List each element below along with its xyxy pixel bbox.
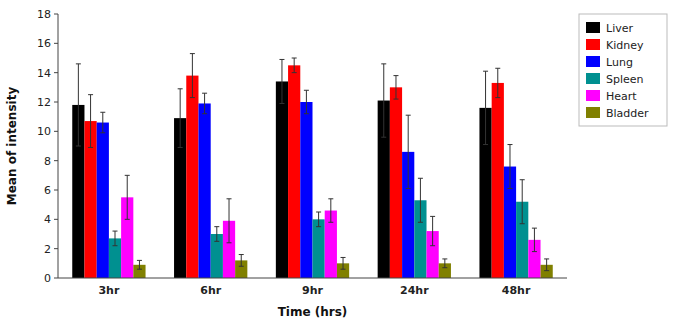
x-axis-label: Time (hrs) — [278, 305, 348, 319]
x-tick-label: 48hr — [502, 284, 531, 297]
legend-swatch — [586, 107, 600, 118]
y-tick — [54, 72, 58, 73]
y-tick-label: 2 — [44, 243, 51, 256]
error-bar — [430, 216, 435, 245]
error-bar — [381, 64, 386, 137]
error-bar — [239, 255, 244, 267]
y-tick-label: 4 — [44, 213, 51, 226]
y-tick-label: 0 — [44, 272, 51, 285]
error-bar — [202, 93, 207, 114]
legend: Liver Kidney Lung Spleen Heart Bladder — [579, 14, 667, 126]
chart-container: 0 2 4 6 8 10 12 14 16 18 3hr 6hr 9hr 24hr 48hr Time (hr… — [0, 0, 673, 324]
error-bar — [227, 199, 232, 243]
x-tick-label: 24hr — [400, 284, 429, 297]
error-bar — [442, 259, 447, 268]
error-bar — [406, 115, 411, 188]
legend-swatch — [586, 22, 600, 33]
error-bar — [341, 257, 346, 269]
error-bars — [76, 54, 549, 271]
error-bar — [507, 145, 512, 189]
y-axis-label: Mean of intensity — [5, 87, 19, 206]
y-tick — [54, 131, 58, 132]
error-bar — [544, 259, 549, 271]
bars — [72, 65, 552, 278]
y-tick-label: 10 — [37, 125, 51, 138]
error-bar — [393, 76, 398, 99]
legend-label: Kidney — [606, 39, 644, 52]
y-tick-label: 8 — [44, 155, 51, 168]
bar — [313, 219, 325, 278]
legend-box — [579, 14, 667, 126]
y-tick-label: 6 — [44, 184, 51, 197]
error-bar — [190, 54, 195, 98]
bar — [97, 123, 109, 278]
y-tick-label: 12 — [37, 96, 51, 109]
y-tick-label: 14 — [37, 67, 51, 80]
legend-swatch — [586, 56, 600, 67]
error-bar — [214, 227, 219, 242]
y-tick — [54, 219, 58, 220]
y-tick — [54, 160, 58, 161]
error-bar — [137, 260, 142, 269]
error-bar — [328, 199, 333, 222]
bar — [198, 103, 210, 278]
error-bar — [520, 180, 525, 224]
legend-swatch — [586, 39, 600, 50]
bar — [492, 83, 504, 278]
error-bar — [495, 68, 500, 97]
y-tick — [54, 190, 58, 191]
error-bar — [532, 228, 537, 251]
bar — [276, 81, 288, 278]
y-tick — [54, 14, 58, 15]
bar — [300, 102, 312, 278]
y-tick-label: 18 — [37, 8, 51, 21]
error-bar — [88, 95, 93, 148]
y-tick — [54, 102, 58, 103]
x-tick-label: 3hr — [98, 284, 119, 297]
error-bar — [483, 71, 488, 144]
legend-label: Bladder — [606, 107, 649, 120]
bar — [186, 76, 198, 278]
error-bar — [178, 89, 183, 148]
y-tick-label: 16 — [37, 37, 51, 50]
legend-label: Lung — [606, 56, 633, 69]
chart-svg: 0 2 4 6 8 10 12 14 16 18 3hr 6hr 9hr 24hr 48hr Time (hr… — [0, 0, 673, 324]
error-bar — [113, 231, 118, 246]
error-bar — [76, 64, 81, 146]
x-tick-label: 9hr — [302, 284, 323, 297]
x-tick-label: 6hr — [200, 284, 221, 297]
legend-swatch — [586, 73, 600, 84]
legend-label: Spleen — [606, 73, 644, 86]
legend-label: Liver — [606, 22, 633, 35]
bar — [390, 87, 402, 278]
error-bar — [279, 59, 284, 103]
error-bar — [418, 178, 423, 222]
x-axis-line — [58, 278, 567, 279]
error-bar — [316, 212, 321, 227]
y-tick — [54, 248, 58, 249]
y-tick — [54, 278, 58, 279]
y-tick — [54, 43, 58, 44]
error-bar — [304, 90, 309, 113]
error-bar — [100, 112, 105, 133]
bar — [288, 65, 300, 278]
error-bar — [125, 175, 130, 219]
legend-label: Heart — [606, 90, 637, 103]
error-bar — [292, 58, 297, 73]
y-axis-line — [58, 14, 59, 278]
legend-swatch — [586, 90, 600, 101]
